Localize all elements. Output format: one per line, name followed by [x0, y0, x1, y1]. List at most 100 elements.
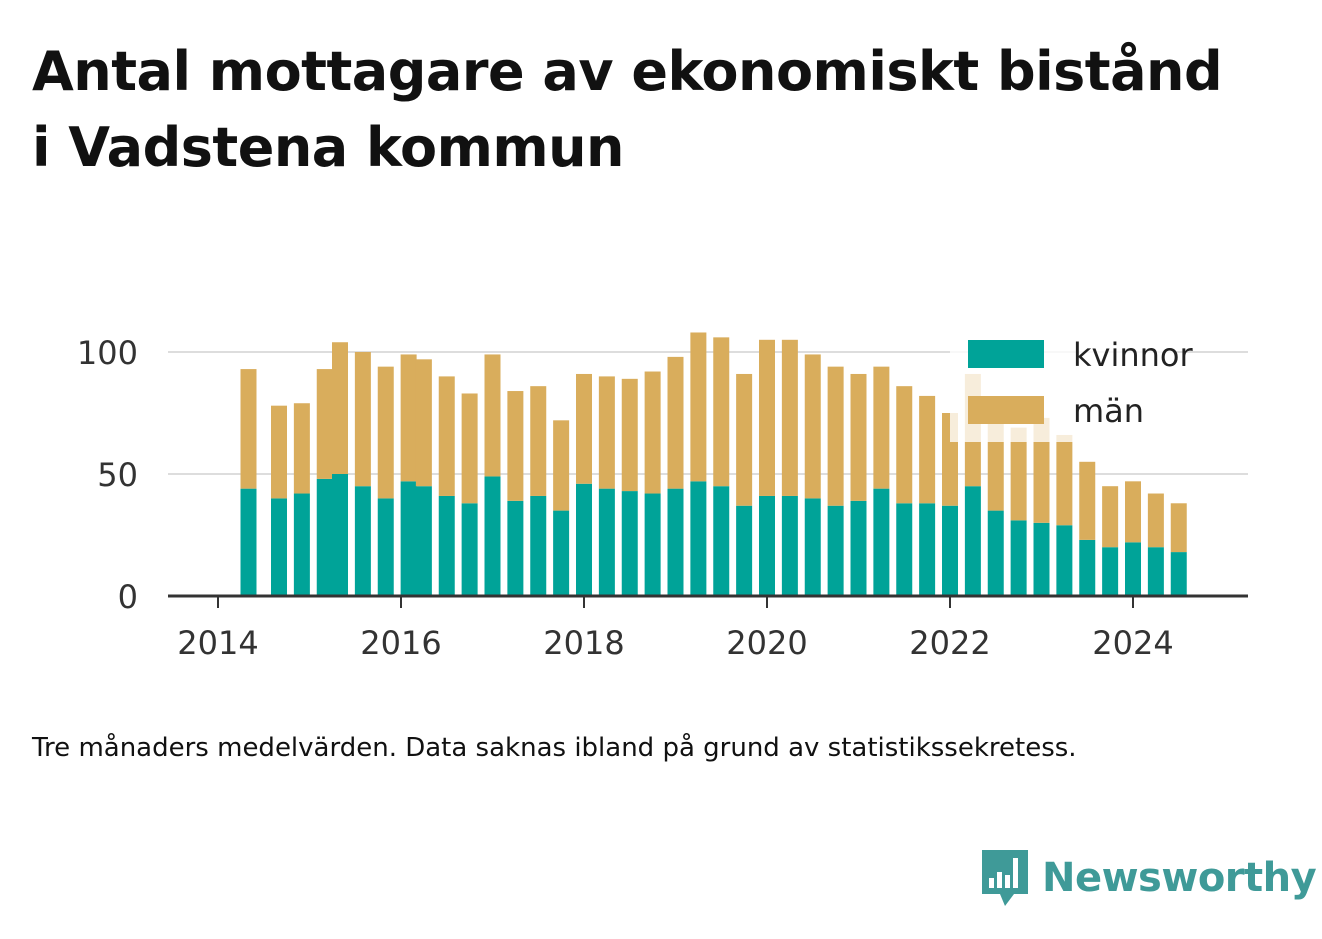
- bar-man: [332, 342, 348, 474]
- bar-kvinnor: [1125, 542, 1141, 596]
- legend-label-man: män: [1073, 392, 1144, 430]
- bar-man: [400, 354, 417, 482]
- bar-kvinnor: [507, 500, 524, 596]
- bar-man: [1079, 461, 1096, 540]
- bar-kvinnor: [438, 495, 455, 596]
- x-tick-label: 2014: [177, 624, 258, 662]
- y-tick-label: 50: [97, 456, 138, 494]
- bar-kvinnor: [781, 495, 798, 596]
- bar-man: [644, 371, 661, 494]
- bar-man: [804, 354, 821, 499]
- x-tick-label: 2022: [909, 624, 990, 662]
- legend-swatch-man: [968, 396, 1044, 424]
- bar-man: [507, 391, 524, 501]
- bar-kvinnor: [942, 505, 958, 596]
- bar-kvinnor: [271, 498, 287, 596]
- bar-kvinnor: [690, 481, 707, 596]
- bar-man: [377, 366, 394, 499]
- bar-man: [240, 369, 257, 489]
- bar-man: [316, 369, 333, 479]
- bar-man: [827, 366, 844, 506]
- bar-kvinnor: [293, 493, 310, 596]
- y-tick-label: 0: [118, 578, 138, 616]
- bar-man: [1170, 503, 1187, 553]
- newsworthy-brand[interactable]: Newsworthy: [980, 848, 1317, 908]
- bar-man: [530, 386, 547, 496]
- bar-man: [293, 403, 310, 494]
- bar-man: [484, 354, 501, 477]
- bar-man: [271, 405, 287, 499]
- bar-kvinnor: [415, 486, 432, 596]
- bar-man: [1147, 493, 1164, 548]
- bar-kvinnor: [1170, 552, 1187, 596]
- axes: 2014 2016 2018 2020 2022 2024 0 50 100: [77, 334, 1248, 662]
- bar-kvinnor: [919, 503, 936, 596]
- bar-kvinnor: [1033, 522, 1050, 596]
- bar-man: [1010, 427, 1027, 521]
- bar-man: [354, 352, 371, 487]
- bar-man: [415, 359, 432, 487]
- bar-kvinnor: [1102, 547, 1119, 596]
- bar-man: [759, 339, 775, 496]
- legend-label-kvinnor: kvinnor: [1073, 336, 1194, 374]
- chart-title: Antal mottagare av ekonomiskt bistånd i …: [32, 40, 1223, 179]
- bar-kvinnor: [240, 488, 257, 596]
- bar-man: [553, 420, 570, 511]
- newsworthy-logo-icon: [982, 850, 1028, 906]
- bar-man: [690, 332, 707, 482]
- x-tick-label: 2020: [726, 624, 807, 662]
- bar-man: [850, 373, 867, 501]
- bar-kvinnor: [964, 486, 981, 596]
- bar-man: [713, 337, 730, 487]
- brand-name: Newsworthy: [1042, 855, 1317, 901]
- bar-man: [598, 376, 615, 489]
- legend: kvinnor män: [950, 322, 1194, 442]
- bar-man: [438, 376, 455, 496]
- bar-man: [667, 356, 684, 489]
- bar-kvinnor: [736, 505, 753, 596]
- bar-kvinnor: [804, 498, 821, 596]
- bar-kvinnor: [332, 474, 348, 596]
- bar-man: [1056, 434, 1073, 526]
- bar-kvinnor: [576, 483, 592, 596]
- bar-kvinnor: [759, 495, 775, 596]
- x-tick-label: 2016: [360, 624, 441, 662]
- bar-kvinnor: [896, 503, 913, 596]
- bar-kvinnor: [850, 500, 867, 596]
- bar-man: [621, 378, 638, 492]
- bar-kvinnor: [354, 486, 371, 596]
- bar-kvinnor: [621, 491, 638, 596]
- bar-man: [1102, 486, 1119, 548]
- y-tick-label: 100: [77, 334, 138, 372]
- bar-kvinnor: [530, 495, 547, 596]
- bar-kvinnor: [713, 486, 730, 596]
- bar-kvinnor: [827, 505, 844, 596]
- bar-man: [896, 386, 913, 504]
- bar-man: [1033, 417, 1050, 523]
- bar-kvinnor: [484, 476, 501, 596]
- bar-kvinnor: [873, 488, 890, 596]
- bar-man: [461, 393, 478, 504]
- x-tick-label: 2024: [1092, 624, 1173, 662]
- legend-swatch-kvinnor: [968, 340, 1044, 368]
- bar-man: [1125, 481, 1141, 543]
- bar-kvinnor: [987, 510, 1004, 596]
- x-tick-label: 2018: [543, 624, 624, 662]
- bar-kvinnor: [667, 488, 684, 596]
- bar-kvinnor: [1056, 525, 1073, 596]
- bar-kvinnor: [377, 498, 394, 596]
- bar-kvinnor: [1010, 520, 1027, 596]
- bar-man: [576, 373, 592, 484]
- stacked-bar-chart: kvinnor män 2014 2016 2018 2020 2022 2024 0 50 10…: [76, 322, 1248, 662]
- bar-kvinnor: [1147, 547, 1164, 596]
- chart-caption: Tre månaders medelvärden. Data saknas ib…: [32, 733, 1077, 763]
- bar-kvinnor: [1079, 539, 1096, 596]
- bar-man: [781, 339, 798, 496]
- bar-kvinnor: [400, 481, 417, 596]
- bars: [240, 332, 1187, 596]
- bar-kvinnor: [461, 503, 478, 596]
- bar-man: [873, 366, 890, 489]
- bar-kvinnor: [553, 510, 570, 596]
- bar-man: [919, 395, 936, 504]
- bar-man: [736, 373, 753, 506]
